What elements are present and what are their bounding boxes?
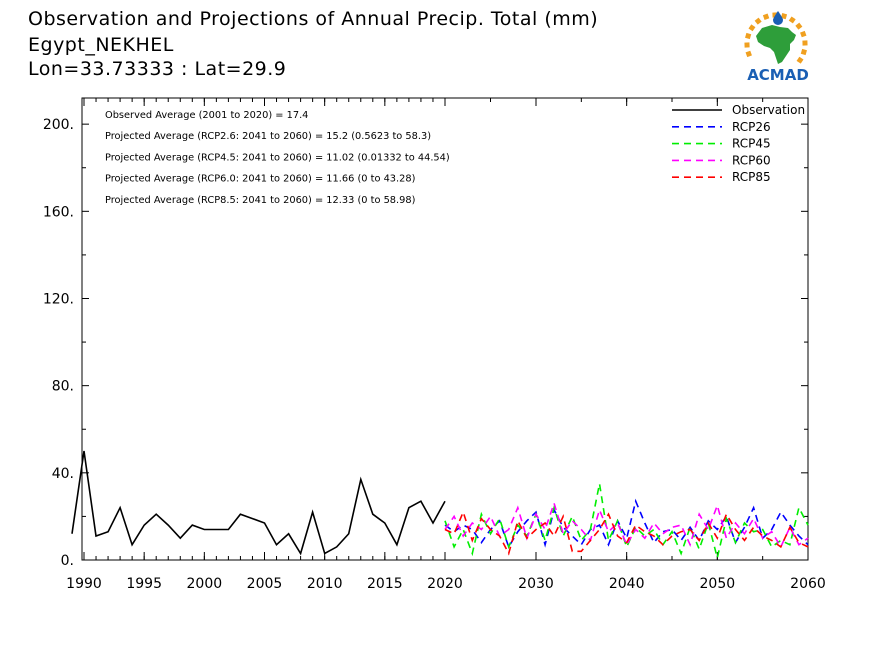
station-coordinates: Lon=33.73333 : Lat=29.9 <box>28 58 287 80</box>
y-tick-label: 0. <box>61 553 74 569</box>
y-tick-label: 160. <box>43 204 74 220</box>
sun-ray <box>788 16 796 24</box>
x-tick-label: 2030 <box>518 576 554 592</box>
sun-ray <box>800 30 807 38</box>
x-tick-label: 2000 <box>187 576 223 592</box>
series-line-rcp45 <box>444 483 809 559</box>
x-tick-label: 2020 <box>427 576 463 592</box>
series-line-observation <box>71 450 446 556</box>
sun-ray <box>754 17 762 25</box>
x-tick-label: 2010 <box>307 576 343 592</box>
sun-ray <box>745 50 752 58</box>
legend-label: Observation <box>732 103 805 117</box>
africa-map-icon <box>756 25 796 64</box>
x-tick-label: 1995 <box>126 576 162 592</box>
legend-label: RCP85 <box>732 170 771 184</box>
sun-ray <box>780 13 788 20</box>
x-tick-label: 2005 <box>247 576 283 592</box>
y-axis: 0. 40. 80. 120. 160. 200. <box>43 117 808 569</box>
x-tick-label: 2040 <box>609 576 645 592</box>
sun-ray <box>796 56 804 64</box>
annotation-text: Observed Average (2001 to 2020) = 17.4 <box>105 110 308 121</box>
series-line-rcp26 <box>444 498 809 549</box>
plot-frame <box>81 97 809 561</box>
acmad-logo: ACMAD <box>744 11 809 84</box>
x-tick-label: 2050 <box>700 576 736 592</box>
legend-label: RCP60 <box>732 153 771 167</box>
chart-title: Observation and Projections of Annual Pr… <box>28 8 599 30</box>
x-tick-label: 1990 <box>66 576 102 592</box>
annotations: Observed Average (2001 to 2020) = 17.4 Pr… <box>105 110 450 206</box>
sun-rays-icon <box>744 12 808 64</box>
annotation-text: Projected Average (RCP8.5: 2041 to 2060)… <box>105 195 415 206</box>
sun-ray <box>762 13 770 20</box>
annotation-text: Projected Average (RCP2.6: 2041 to 2060)… <box>105 131 431 142</box>
sun-ray <box>802 40 808 46</box>
legend-label: RCP45 <box>732 137 771 151</box>
x-tick-label: 2015 <box>367 576 403 592</box>
sun-ray <box>744 42 750 48</box>
y-tick-label: 40. <box>52 466 74 482</box>
sun-ray <box>795 22 803 30</box>
annotation-text: Projected Average (RCP6.0: 2041 to 2060)… <box>105 174 415 185</box>
sun-ray <box>800 48 807 56</box>
logo-text: ACMAD <box>747 66 809 84</box>
station-name: Egypt_NEKHEL <box>28 34 174 56</box>
x-axis: 1990 1995 2000 2005 2010 2015 2020 2030 2040 2050… <box>66 98 826 592</box>
x-tick-label: 2060 <box>790 576 826 592</box>
annotation-text: Projected Average (RCP4.5: 2041 to 2060)… <box>105 152 450 163</box>
sun-ray <box>748 24 756 32</box>
series-line-rcp85 <box>444 509 809 556</box>
series-lines <box>71 450 809 559</box>
water-drop-icon <box>773 11 783 25</box>
y-tick-label: 80. <box>52 379 74 395</box>
y-tick-label: 200. <box>43 117 74 133</box>
sun-ray <box>745 32 752 40</box>
legend-label: RCP26 <box>732 120 771 134</box>
y-tick-label: 120. <box>43 291 74 307</box>
series-line-rcp60 <box>444 500 809 549</box>
legend: Observation RCP26 RCP45 RCP60 RCP85 <box>672 103 805 184</box>
